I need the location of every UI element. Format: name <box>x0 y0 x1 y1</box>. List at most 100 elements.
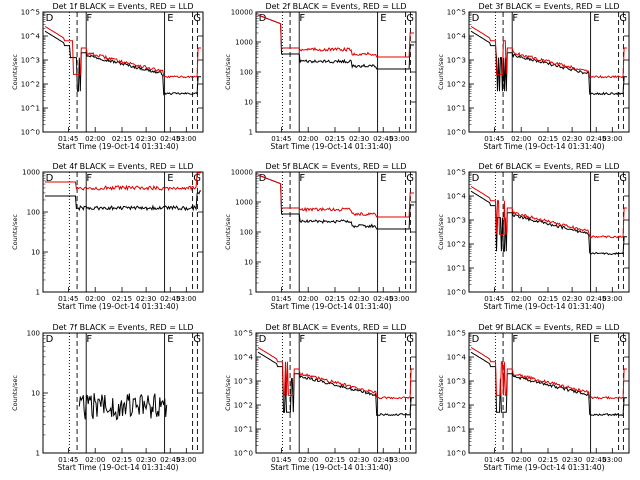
marker-label-g: G <box>619 334 627 345</box>
chart-title: Det 4f BLACK = Events, RED = LLD <box>52 162 193 171</box>
x-tick-label: 02:45 <box>586 135 606 143</box>
x-tick-label: 02:00 <box>511 135 531 143</box>
x-tick-label: 03:00 <box>176 135 196 143</box>
y-tick-label: 100 <box>240 229 253 237</box>
chart-panel-4: Det 4f BLACK = Events, RED = LLD 1 10 100 10… <box>11 162 204 311</box>
marker-label-f: F <box>512 173 518 184</box>
y-tick-label: 10 <box>31 249 40 257</box>
x-tick-label: 02:00 <box>298 295 318 303</box>
x-axis-label: Start Time (19-Oct-14 01:31:40) <box>270 302 391 311</box>
x-tick-label: 02:15 <box>325 135 345 143</box>
plot-frame <box>468 332 630 454</box>
y-axis-label: Counts/sec <box>224 214 232 250</box>
y-tick-label: 10^0 <box>447 129 466 137</box>
marker-label-d: D <box>46 13 54 24</box>
marker-label-d: D <box>259 13 267 24</box>
chart-title: Det 6f BLACK = Events, RED = LLD <box>478 162 619 171</box>
x-tick-label: 02:30 <box>562 456 582 464</box>
marker-label-d: D <box>259 334 267 345</box>
x-tick-label: 02:45 <box>160 456 180 464</box>
x-tick-label: 02:45 <box>160 295 180 303</box>
x-tick-label: 02:45 <box>373 295 393 303</box>
y-tick-label: 10^5 <box>234 330 253 338</box>
x-tick-label: 02:30 <box>349 135 369 143</box>
y-tick-label: 100 <box>27 209 40 217</box>
y-tick-label: 10^0 <box>447 450 466 458</box>
x-axis-label: Start Time (19-Oct-14 01:31:40) <box>57 302 178 311</box>
x-tick-label: 02:15 <box>112 135 132 143</box>
x-tick-label: 02:30 <box>136 135 156 143</box>
marker-label-g: G <box>193 334 201 345</box>
x-tick-label: 02:30 <box>136 295 156 303</box>
y-tick-label: 10^0 <box>447 289 466 297</box>
marker-label-f: F <box>299 13 305 24</box>
y-tick-label: 10^3 <box>447 57 466 65</box>
x-tick-label: 02:00 <box>298 135 318 143</box>
y-tick-label: 10^2 <box>234 402 253 410</box>
x-axis-label: Start Time (19-Oct-14 01:31:40) <box>483 463 604 472</box>
x-tick-label: 03:00 <box>602 456 622 464</box>
x-tick-label: 02:15 <box>112 456 132 464</box>
y-tick-label: 1 <box>249 129 253 137</box>
x-tick-label: 01:45 <box>271 135 291 143</box>
chart-title: Det 2f BLACK = Events, RED = LLD <box>265 2 406 11</box>
x-tick-label: 03:00 <box>176 295 196 303</box>
series-line-lld <box>45 172 201 192</box>
marker-label-d: D <box>472 334 480 345</box>
x-tick-label: 02:45 <box>586 456 606 464</box>
y-tick-label: 10^1 <box>234 426 253 434</box>
y-tick-label: 10^1 <box>447 265 466 273</box>
plot-frame <box>42 171 204 293</box>
x-tick-label: 02:15 <box>325 456 345 464</box>
y-tick-label: 10000 <box>231 9 253 17</box>
chart-panel-2: Det 2f BLACK = Events, RED = LLD 1 10 100 10… <box>224 2 417 151</box>
x-tick-label: 02:45 <box>373 135 393 143</box>
y-tick-label: 10000 <box>231 169 253 177</box>
x-tick-label: 02:30 <box>349 295 369 303</box>
x-tick-label: 02:15 <box>112 295 132 303</box>
y-tick-label: 10^1 <box>447 426 466 434</box>
marker-label-g: G <box>406 13 414 24</box>
chart-title: Det 5f BLACK = Events, RED = LLD <box>265 162 406 171</box>
y-axis-label: Counts/sec <box>11 375 19 411</box>
marker-label-e: E <box>380 13 386 24</box>
x-tick-label: 01:45 <box>484 456 504 464</box>
marker-label-e: E <box>167 173 173 184</box>
plot-frame <box>255 332 417 454</box>
chart-panel-8: Det 8f BLACK = Events, RED = LLD 10^0 10^1… <box>224 323 417 472</box>
x-tick-label: 02:00 <box>511 295 531 303</box>
y-tick-label: 10^0 <box>21 129 40 137</box>
y-tick-label: 1000 <box>235 199 253 207</box>
x-tick-label: 03:00 <box>389 456 409 464</box>
y-tick-label: 10^5 <box>447 9 466 17</box>
series-line-lld <box>257 174 414 218</box>
y-tick-label: 10^5 <box>447 169 466 177</box>
x-tick-label: 02:45 <box>586 295 606 303</box>
x-axis-label: Start Time (19-Oct-14 01:31:40) <box>270 142 391 151</box>
y-tick-label: 10^4 <box>447 354 467 362</box>
x-tick-label: 02:30 <box>562 135 582 143</box>
x-tick-label: 01:45 <box>271 295 291 303</box>
y-tick-label: 10^2 <box>447 81 466 89</box>
series-line-lld <box>470 346 627 400</box>
x-axis-label: Start Time (19-Oct-14 01:31:40) <box>483 302 604 311</box>
marker-label-f: F <box>86 173 92 184</box>
y-tick-label: 10^5 <box>447 330 466 338</box>
chart-panel-1: Det 1f BLACK = Events, RED = LLD 10^0 10^1… <box>11 2 204 151</box>
y-tick-label: 10^2 <box>447 241 466 249</box>
marker-label-g: G <box>619 13 627 24</box>
x-tick-label: 01:45 <box>484 295 504 303</box>
y-tick-label: 10 <box>31 390 40 398</box>
marker-label-e: E <box>593 334 599 345</box>
marker-label-e: E <box>167 13 173 24</box>
x-tick-label: 03:00 <box>602 295 622 303</box>
y-axis-label: Counts/sec <box>437 214 445 250</box>
y-axis-label: Counts/sec <box>437 375 445 411</box>
y-tick-label: 10 <box>244 259 253 267</box>
marker-label-d: D <box>46 173 54 184</box>
chart-panel-3: Det 3f BLACK = Events, RED = LLD 10^0 10^1… <box>437 2 630 151</box>
marker-label-f: F <box>512 334 518 345</box>
y-axis-label: Counts/sec <box>11 214 19 250</box>
plot-frame <box>42 332 204 454</box>
marker-label-e: E <box>167 334 173 345</box>
